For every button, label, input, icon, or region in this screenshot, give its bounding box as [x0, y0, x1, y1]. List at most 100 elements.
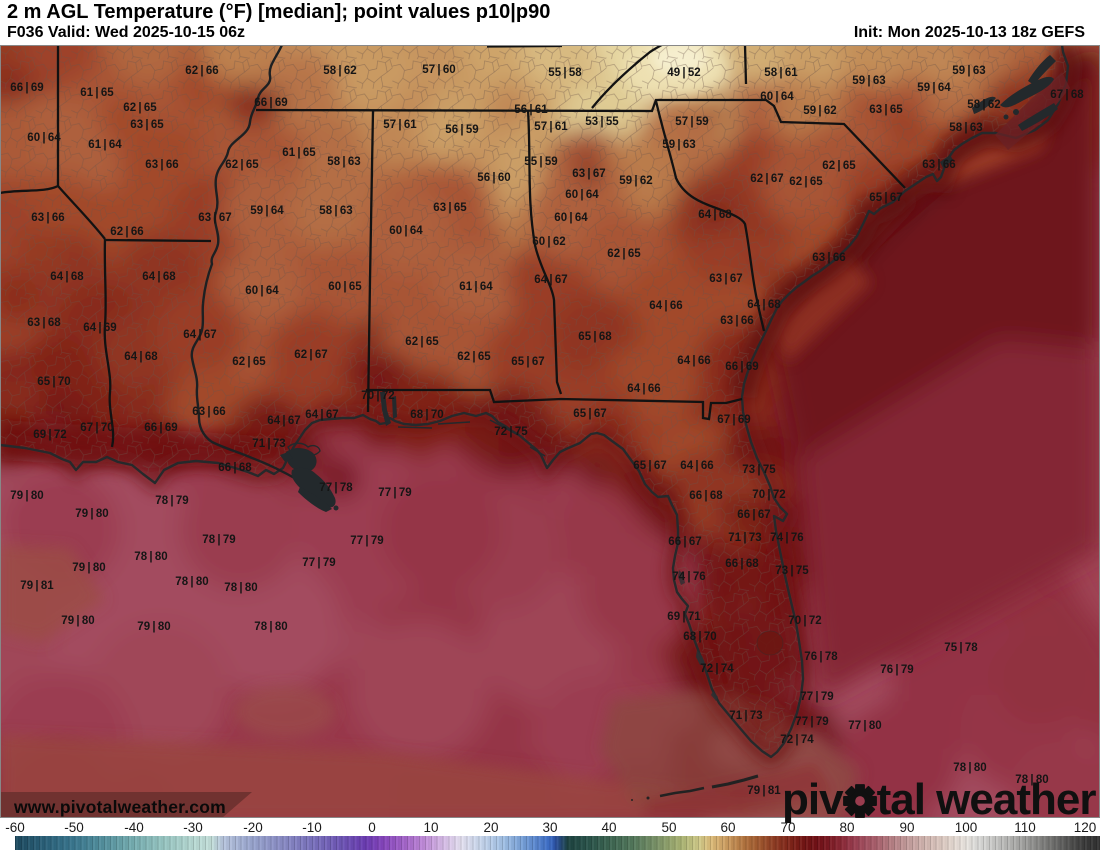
svg-text:58 | 63: 58 | 63	[319, 205, 352, 217]
svg-text:61 | 65: 61 | 65	[80, 87, 114, 99]
svg-text:59 | 62: 59 | 62	[619, 175, 652, 187]
svg-text:62 | 66: 62 | 66	[110, 226, 143, 238]
svg-text:64 | 67: 64 | 67	[305, 409, 338, 421]
svg-text:64 | 69: 64 | 69	[83, 322, 116, 334]
svg-text:60 | 62: 60 | 62	[532, 236, 565, 248]
svg-text:55 | 58: 55 | 58	[548, 67, 582, 79]
svg-text:65 | 67: 65 | 67	[869, 192, 902, 204]
svg-text:79 | 80: 79 | 80	[75, 508, 108, 520]
svg-text:68 | 70: 68 | 70	[410, 409, 443, 421]
svg-text:78 | 79: 78 | 79	[155, 495, 188, 507]
svg-text:79 | 81: 79 | 81	[747, 785, 781, 797]
svg-text:70 | 72: 70 | 72	[752, 489, 785, 501]
svg-text:79 | 80: 79 | 80	[10, 490, 43, 502]
svg-text:57 | 61: 57 | 61	[383, 119, 417, 131]
svg-text:53 | 55: 53 | 55	[585, 116, 619, 128]
svg-text:64 | 66: 64 | 66	[649, 300, 682, 312]
svg-text:63 | 66: 63 | 66	[812, 252, 845, 264]
svg-text:58 | 61: 58 | 61	[764, 67, 798, 79]
svg-text:64 | 68: 64 | 68	[124, 351, 158, 363]
svg-text:66 | 67: 66 | 67	[737, 509, 770, 521]
svg-text:78 | 80: 78 | 80	[134, 551, 167, 563]
svg-text:63 | 66: 63 | 66	[720, 315, 753, 327]
svg-text:60 | 64: 60 | 64	[554, 212, 588, 224]
svg-text:67 | 68: 67 | 68	[1050, 89, 1084, 101]
svg-text:63 | 66: 63 | 66	[31, 212, 64, 224]
svg-text:62 | 65: 62 | 65	[123, 102, 157, 114]
svg-text:63 | 65: 63 | 65	[130, 119, 164, 131]
svg-text:58 | 63: 58 | 63	[949, 122, 982, 134]
svg-text:65 | 70: 65 | 70	[37, 376, 70, 388]
svg-text:64 | 68: 64 | 68	[698, 209, 732, 221]
svg-text:67 | 70: 67 | 70	[80, 422, 113, 434]
svg-text:79 | 80: 79 | 80	[137, 621, 170, 633]
svg-text:62 | 65: 62 | 65	[457, 351, 491, 363]
svg-text:75 | 78: 75 | 78	[944, 642, 978, 654]
svg-text:62 | 65: 62 | 65	[232, 356, 266, 368]
svg-text:64 | 68: 64 | 68	[142, 271, 176, 283]
svg-text:59 | 64: 59 | 64	[250, 205, 284, 217]
svg-text:62 | 67: 62 | 67	[750, 173, 783, 185]
svg-text:65 | 67: 65 | 67	[511, 356, 544, 368]
svg-text:60 | 64: 60 | 64	[245, 285, 279, 297]
svg-text:64 | 66: 64 | 66	[680, 460, 713, 472]
svg-text:49 | 52: 49 | 52	[667, 67, 700, 79]
svg-text:74 | 76: 74 | 76	[770, 532, 803, 544]
svg-text:63 | 66: 63 | 66	[192, 406, 225, 418]
svg-text:62 | 65: 62 | 65	[822, 160, 856, 172]
svg-text:62 | 65: 62 | 65	[607, 248, 641, 260]
svg-text:62 | 65: 62 | 65	[225, 159, 259, 171]
svg-text:64 | 67: 64 | 67	[183, 329, 216, 341]
svg-text:73 | 75: 73 | 75	[742, 464, 776, 476]
svg-text:76 | 78: 76 | 78	[804, 651, 838, 663]
svg-text:55 | 59: 55 | 59	[524, 156, 557, 168]
svg-text:65 | 67: 65 | 67	[633, 460, 666, 472]
svg-text:63 | 66: 63 | 66	[145, 159, 178, 171]
svg-text:77 | 79: 77 | 79	[302, 557, 335, 569]
svg-text:59 | 63: 59 | 63	[662, 139, 695, 151]
svg-text:74 | 76: 74 | 76	[672, 571, 705, 583]
svg-text:77 | 79: 77 | 79	[350, 535, 383, 547]
svg-text:70 | 72: 70 | 72	[361, 390, 394, 402]
svg-text:64 | 68: 64 | 68	[747, 299, 781, 311]
svg-text:64 | 68: 64 | 68	[50, 271, 84, 283]
svg-text:72 | 75: 72 | 75	[494, 426, 528, 438]
svg-text:65 | 68: 65 | 68	[578, 331, 612, 343]
svg-text:77 | 79: 77 | 79	[378, 487, 411, 499]
svg-text:66 | 69: 66 | 69	[725, 361, 758, 373]
svg-text:66 | 69: 66 | 69	[10, 82, 43, 94]
svg-text:59 | 64: 59 | 64	[917, 82, 951, 94]
svg-text:68 | 70: 68 | 70	[683, 631, 716, 643]
svg-text:71 | 73: 71 | 73	[252, 438, 285, 450]
svg-text:77 | 80: 77 | 80	[848, 720, 881, 732]
svg-text:79 | 80: 79 | 80	[72, 562, 105, 574]
svg-text:60 | 64: 60 | 64	[27, 132, 61, 144]
svg-text:64 | 66: 64 | 66	[677, 355, 710, 367]
svg-text:78 | 80: 78 | 80	[175, 576, 208, 588]
svg-text:57 | 59: 57 | 59	[675, 116, 708, 128]
svg-text:63 | 68: 63 | 68	[27, 317, 61, 329]
svg-text:79 | 81: 79 | 81	[20, 580, 54, 592]
svg-text:65 | 67: 65 | 67	[573, 408, 606, 420]
svg-text:58 | 62: 58 | 62	[323, 65, 356, 77]
svg-text:69 | 71: 69 | 71	[667, 611, 701, 623]
svg-text:78 | 80: 78 | 80	[224, 582, 257, 594]
svg-text:66 | 68: 66 | 68	[725, 558, 759, 570]
svg-text:62 | 67: 62 | 67	[294, 349, 327, 361]
svg-text:63 | 67: 63 | 67	[198, 212, 231, 224]
svg-text:60 | 65: 60 | 65	[328, 281, 362, 293]
svg-text:72 | 74: 72 | 74	[700, 663, 734, 675]
svg-text:71 | 73: 71 | 73	[728, 532, 761, 544]
svg-text:77 | 79: 77 | 79	[800, 691, 833, 703]
svg-text:60 | 64: 60 | 64	[389, 225, 423, 237]
svg-text:66 | 68: 66 | 68	[218, 462, 252, 474]
svg-text:57 | 60: 57 | 60	[422, 64, 455, 76]
svg-text:61 | 65: 61 | 65	[282, 147, 316, 159]
svg-text:56 | 61: 56 | 61	[514, 104, 548, 116]
svg-text:57 | 61: 57 | 61	[534, 121, 568, 133]
svg-text:56 | 60: 56 | 60	[477, 172, 510, 184]
svg-text:71 | 73: 71 | 73	[729, 710, 762, 722]
svg-text:63 | 65: 63 | 65	[433, 202, 467, 214]
svg-text:62 | 65: 62 | 65	[405, 336, 439, 348]
svg-text:62 | 66: 62 | 66	[185, 65, 218, 77]
